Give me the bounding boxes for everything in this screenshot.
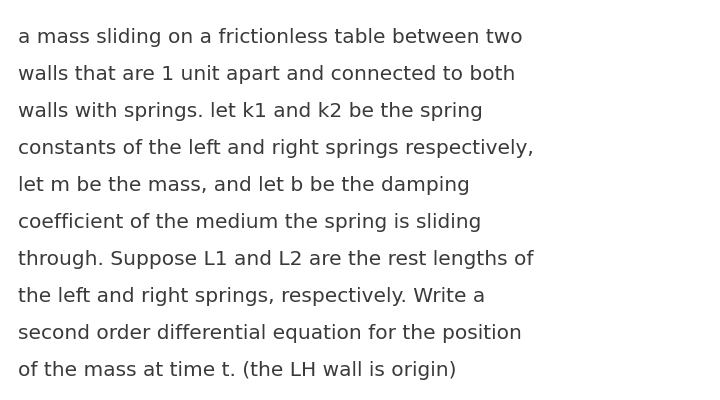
Text: the left and right springs, respectively. Write a: the left and right springs, respectively… [18,287,485,306]
Text: walls that are 1 unit apart and connected to both: walls that are 1 unit apart and connecte… [18,65,516,84]
Text: coefficient of the medium the spring is sliding: coefficient of the medium the spring is … [18,213,482,232]
Text: of the mass at time t. (the LH wall is origin): of the mass at time t. (the LH wall is o… [18,361,456,380]
Text: constants of the left and right springs respectively,: constants of the left and right springs … [18,139,534,158]
Text: walls with springs. let k1 and k2 be the spring: walls with springs. let k1 and k2 be the… [18,102,483,121]
Text: let m be the mass, and let b be the damping: let m be the mass, and let b be the damp… [18,176,470,195]
Text: a mass sliding on a frictionless table between two: a mass sliding on a frictionless table b… [18,28,523,47]
Text: second order differential equation for the position: second order differential equation for t… [18,324,522,343]
Text: through. Suppose L1 and L2 are the rest lengths of: through. Suppose L1 and L2 are the rest … [18,250,534,269]
